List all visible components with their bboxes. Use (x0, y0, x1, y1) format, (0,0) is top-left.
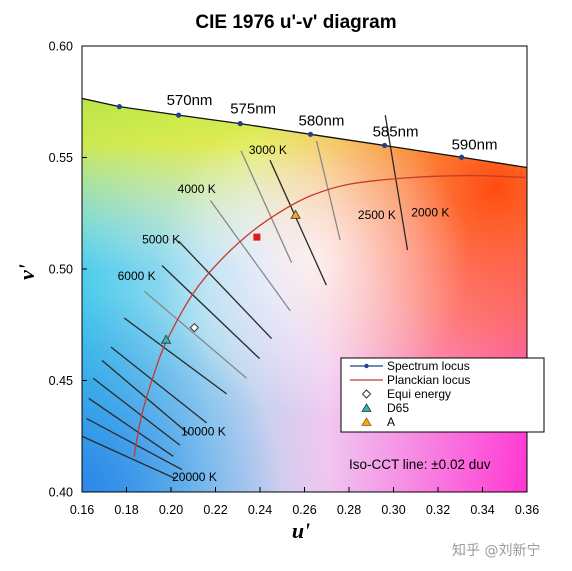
label-layer: 570nm 575nm 580nm 585nm 590nm 2000 K 2500 K 300… (118, 92, 498, 484)
y-tick-label: 0.45 (49, 374, 73, 388)
y-tick-label: 0.55 (49, 151, 73, 165)
x-tick-label: 0.18 (114, 503, 138, 517)
isotherm-line (178, 240, 273, 340)
cct-label: 2500 K (358, 208, 396, 222)
x-tick-label: 0.28 (337, 503, 361, 517)
chart-title: CIE 1976 u'-v' diagram (195, 12, 396, 33)
cct-label: 20000 K (172, 470, 217, 484)
isotherm-line (110, 346, 208, 424)
spectrum-locus-line (82, 97, 527, 169)
wavelength-label: 590nm (452, 136, 498, 153)
x-axis-label: u' (292, 518, 310, 543)
isotherm-line (240, 150, 293, 264)
iso-cct-annotation: Iso-CCT line: ±0.02 duv (349, 457, 491, 472)
x-tick-label: 0.30 (381, 503, 405, 517)
x-tick-label: 0.32 (426, 503, 450, 517)
d65-marker (160, 334, 172, 344)
x-tick-label: 0.34 (470, 503, 494, 517)
spectrum-locus-point (458, 154, 465, 160)
wavelength-label: 575nm (230, 101, 276, 118)
cct-label: 4000 K (178, 182, 216, 196)
isotherm-line (101, 359, 190, 435)
y-tick-label: 0.60 (49, 40, 73, 54)
axes: 0.16 0.18 0.20 0.22 0.24 0.26 0.28 0.30 0.32 0.34… (49, 40, 540, 518)
y-tick-label: 0.40 (49, 486, 73, 500)
spectrum-locus-point (175, 112, 182, 118)
isotherm-line (269, 159, 327, 286)
equi-energy-marker (189, 322, 200, 333)
isotherm-line (88, 397, 174, 457)
isotherm-line (143, 290, 248, 379)
isotherm-line (86, 417, 183, 471)
x-tick-label: 0.24 (248, 503, 272, 517)
x-tick-label: 0.20 (159, 503, 183, 517)
cct-label: 2000 K (411, 206, 449, 220)
isotherm-line (123, 317, 228, 395)
red-square-marker (253, 233, 261, 241)
cct-label: 6000 K (118, 269, 156, 283)
spectrum-locus-point (237, 121, 243, 127)
spectrum-locus-point (116, 104, 122, 110)
wavelength-label: 585nm (373, 123, 419, 140)
planckian-locus-line (133, 174, 527, 457)
y-axis-label: v' (14, 264, 39, 280)
spectrum-locus-point (307, 131, 314, 137)
x-tick-label: 0.26 (292, 503, 316, 517)
wavelength-label: 580nm (299, 112, 345, 129)
legend-label-equi-energy: Equi energy (387, 387, 451, 401)
spectrum-locus-point (382, 142, 388, 149)
isotherm-line (92, 377, 181, 446)
legend-label-d65: D65 (387, 401, 409, 415)
legend-label-planckian: Planckian locus (387, 373, 470, 387)
x-tick-label: 0.16 (70, 503, 94, 517)
legend-label-spectrum: Spectrum locus (387, 359, 470, 373)
isotherm-line (161, 265, 261, 360)
isotherm-line (384, 115, 409, 251)
cct-label: 10000 K (181, 425, 226, 439)
cct-label: 5000 K (142, 232, 180, 246)
watermark: 知乎 @刘新宁 (452, 542, 540, 559)
illuminant-a-marker (290, 209, 301, 219)
x-tick-label: 0.36 (515, 503, 539, 517)
wavelength-label: 570nm (167, 92, 213, 109)
legend-box (340, 357, 545, 433)
plot-layer (82, 97, 527, 480)
cct-label: 3000 K (249, 143, 287, 157)
y-tick-label: 0.50 (49, 263, 73, 277)
isotherm-line (209, 200, 291, 312)
isotherm-line (82, 435, 176, 480)
legend: Spectrum locus Planckian locus Equi ener… (340, 357, 545, 433)
x-tick-label: 0.22 (203, 503, 227, 517)
legend-label-a: A (387, 415, 395, 429)
isotherm-line (315, 140, 341, 241)
